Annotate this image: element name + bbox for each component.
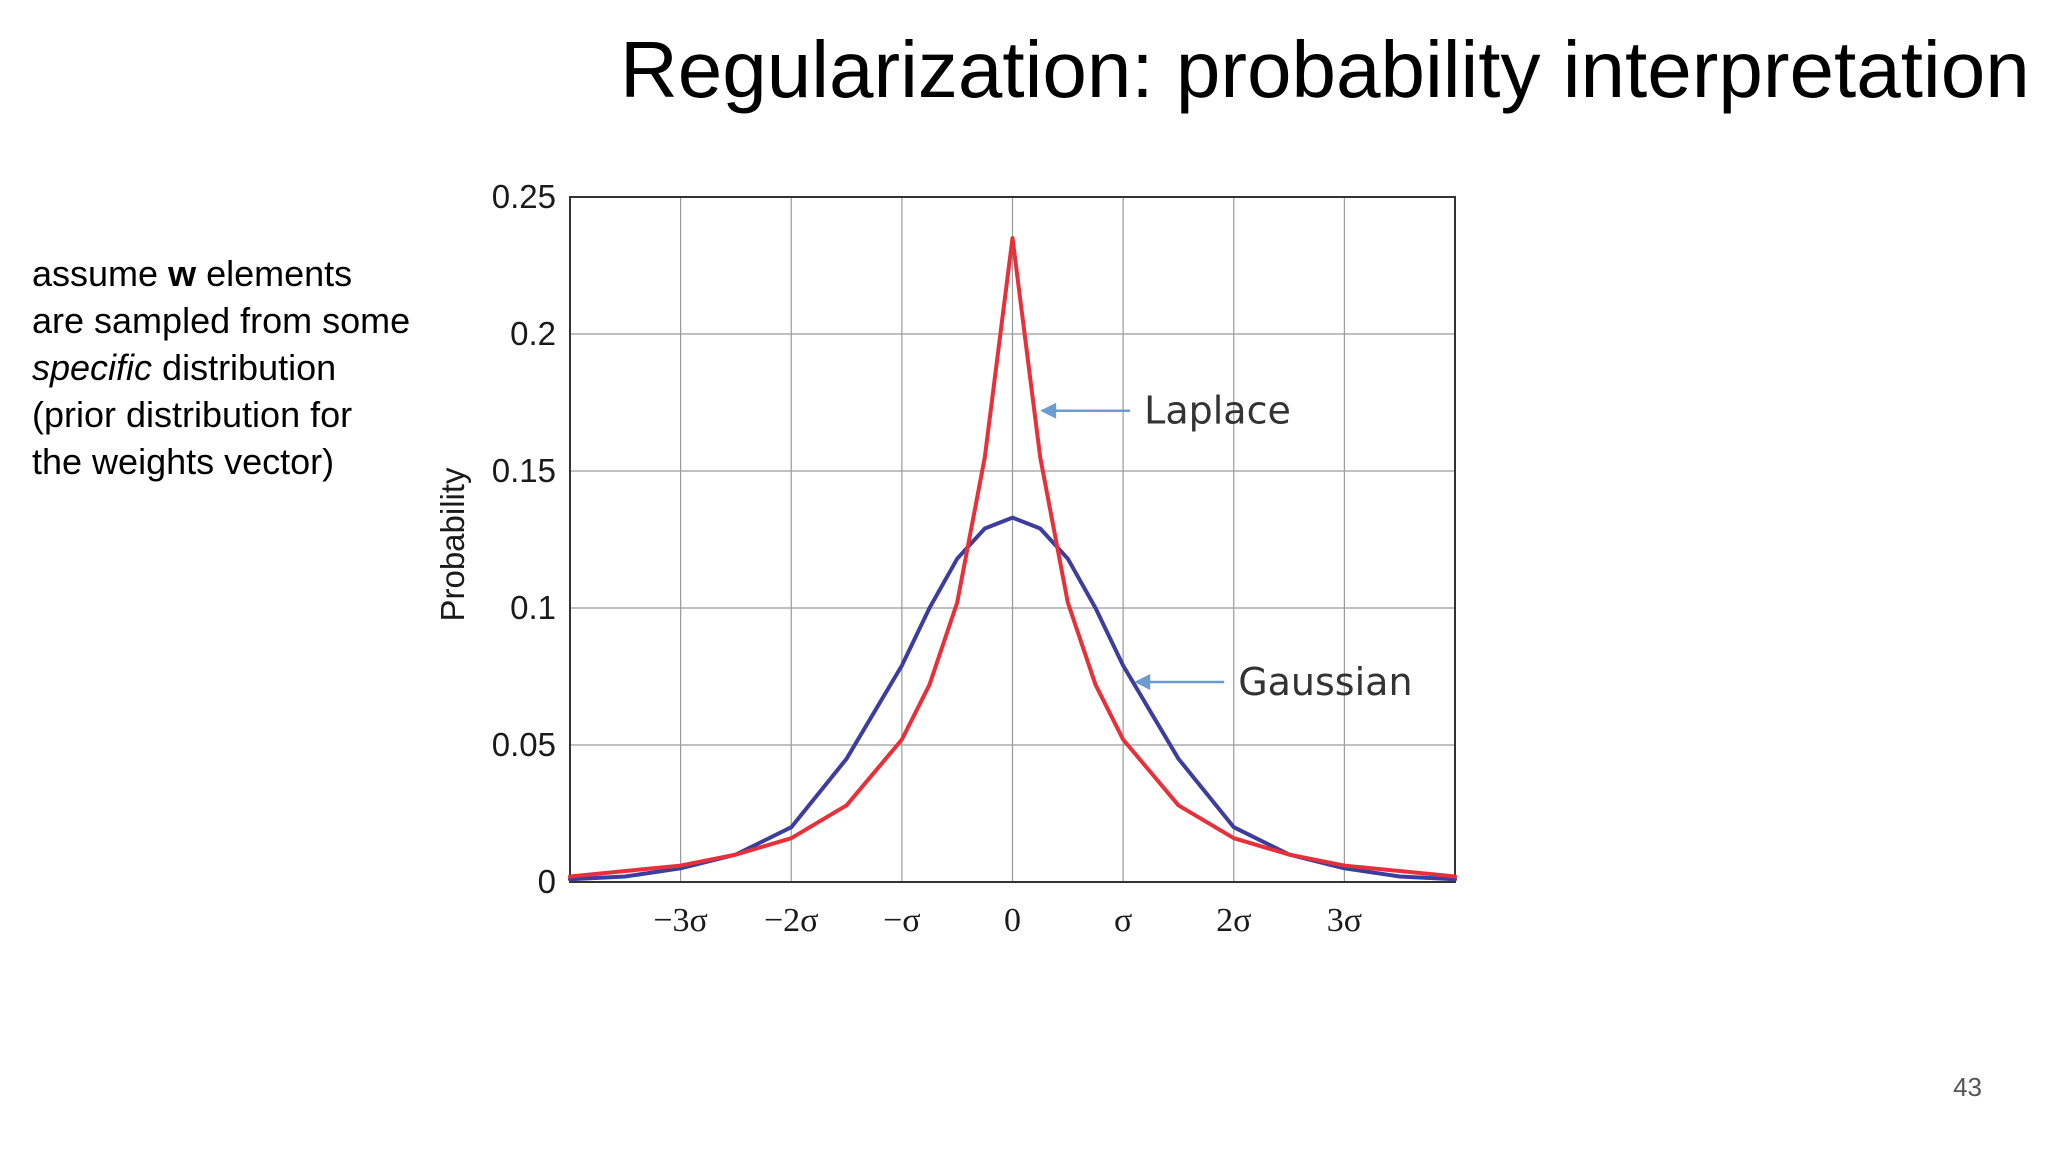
side-text-part2: elements are sampled from some — [32, 253, 411, 341]
x-tick-label: −2σ — [764, 902, 819, 939]
annotation-label-laplace: Laplace — [1144, 389, 1291, 433]
y-axis-label: Probability — [434, 467, 471, 622]
side-text-part1: assume — [32, 253, 169, 294]
y-tick-label: 0 — [538, 863, 556, 900]
series-line-gaussian — [568, 515, 1457, 882]
y-tick-label: 0.15 — [492, 452, 556, 489]
x-tick-label: 2σ — [1216, 902, 1251, 939]
annotation-arrow-head — [1134, 673, 1151, 690]
x-tick-label: σ — [1114, 902, 1132, 939]
annotation-label-gaussian: Gaussian — [1238, 660, 1412, 704]
y-tick-label: 0.1 — [510, 589, 556, 626]
side-text: assume w elements are sampled from some … — [32, 250, 412, 485]
slide-title: Regularization: probability interpretati… — [620, 25, 2030, 114]
annotation-arrow-head — [1040, 402, 1057, 419]
x-tick-label: −3σ — [653, 902, 708, 939]
y-tick-label: 0.05 — [492, 726, 556, 763]
page-number: 43 — [1953, 1072, 1982, 1102]
plot-frame — [569, 196, 1456, 883]
side-text-italic: specific — [32, 347, 153, 388]
series-line-laplace — [568, 236, 1457, 879]
x-tick-label: 3σ — [1327, 902, 1362, 939]
y-tick-label: 0.2 — [510, 315, 556, 352]
x-tick-label: 0 — [1004, 902, 1021, 939]
x-tick-label: −σ — [883, 902, 921, 939]
y-tick-label: 0.25 — [492, 178, 556, 215]
side-text-part3: distribution (prior distribution for the… — [32, 347, 353, 482]
side-text-bold: w — [168, 253, 197, 294]
